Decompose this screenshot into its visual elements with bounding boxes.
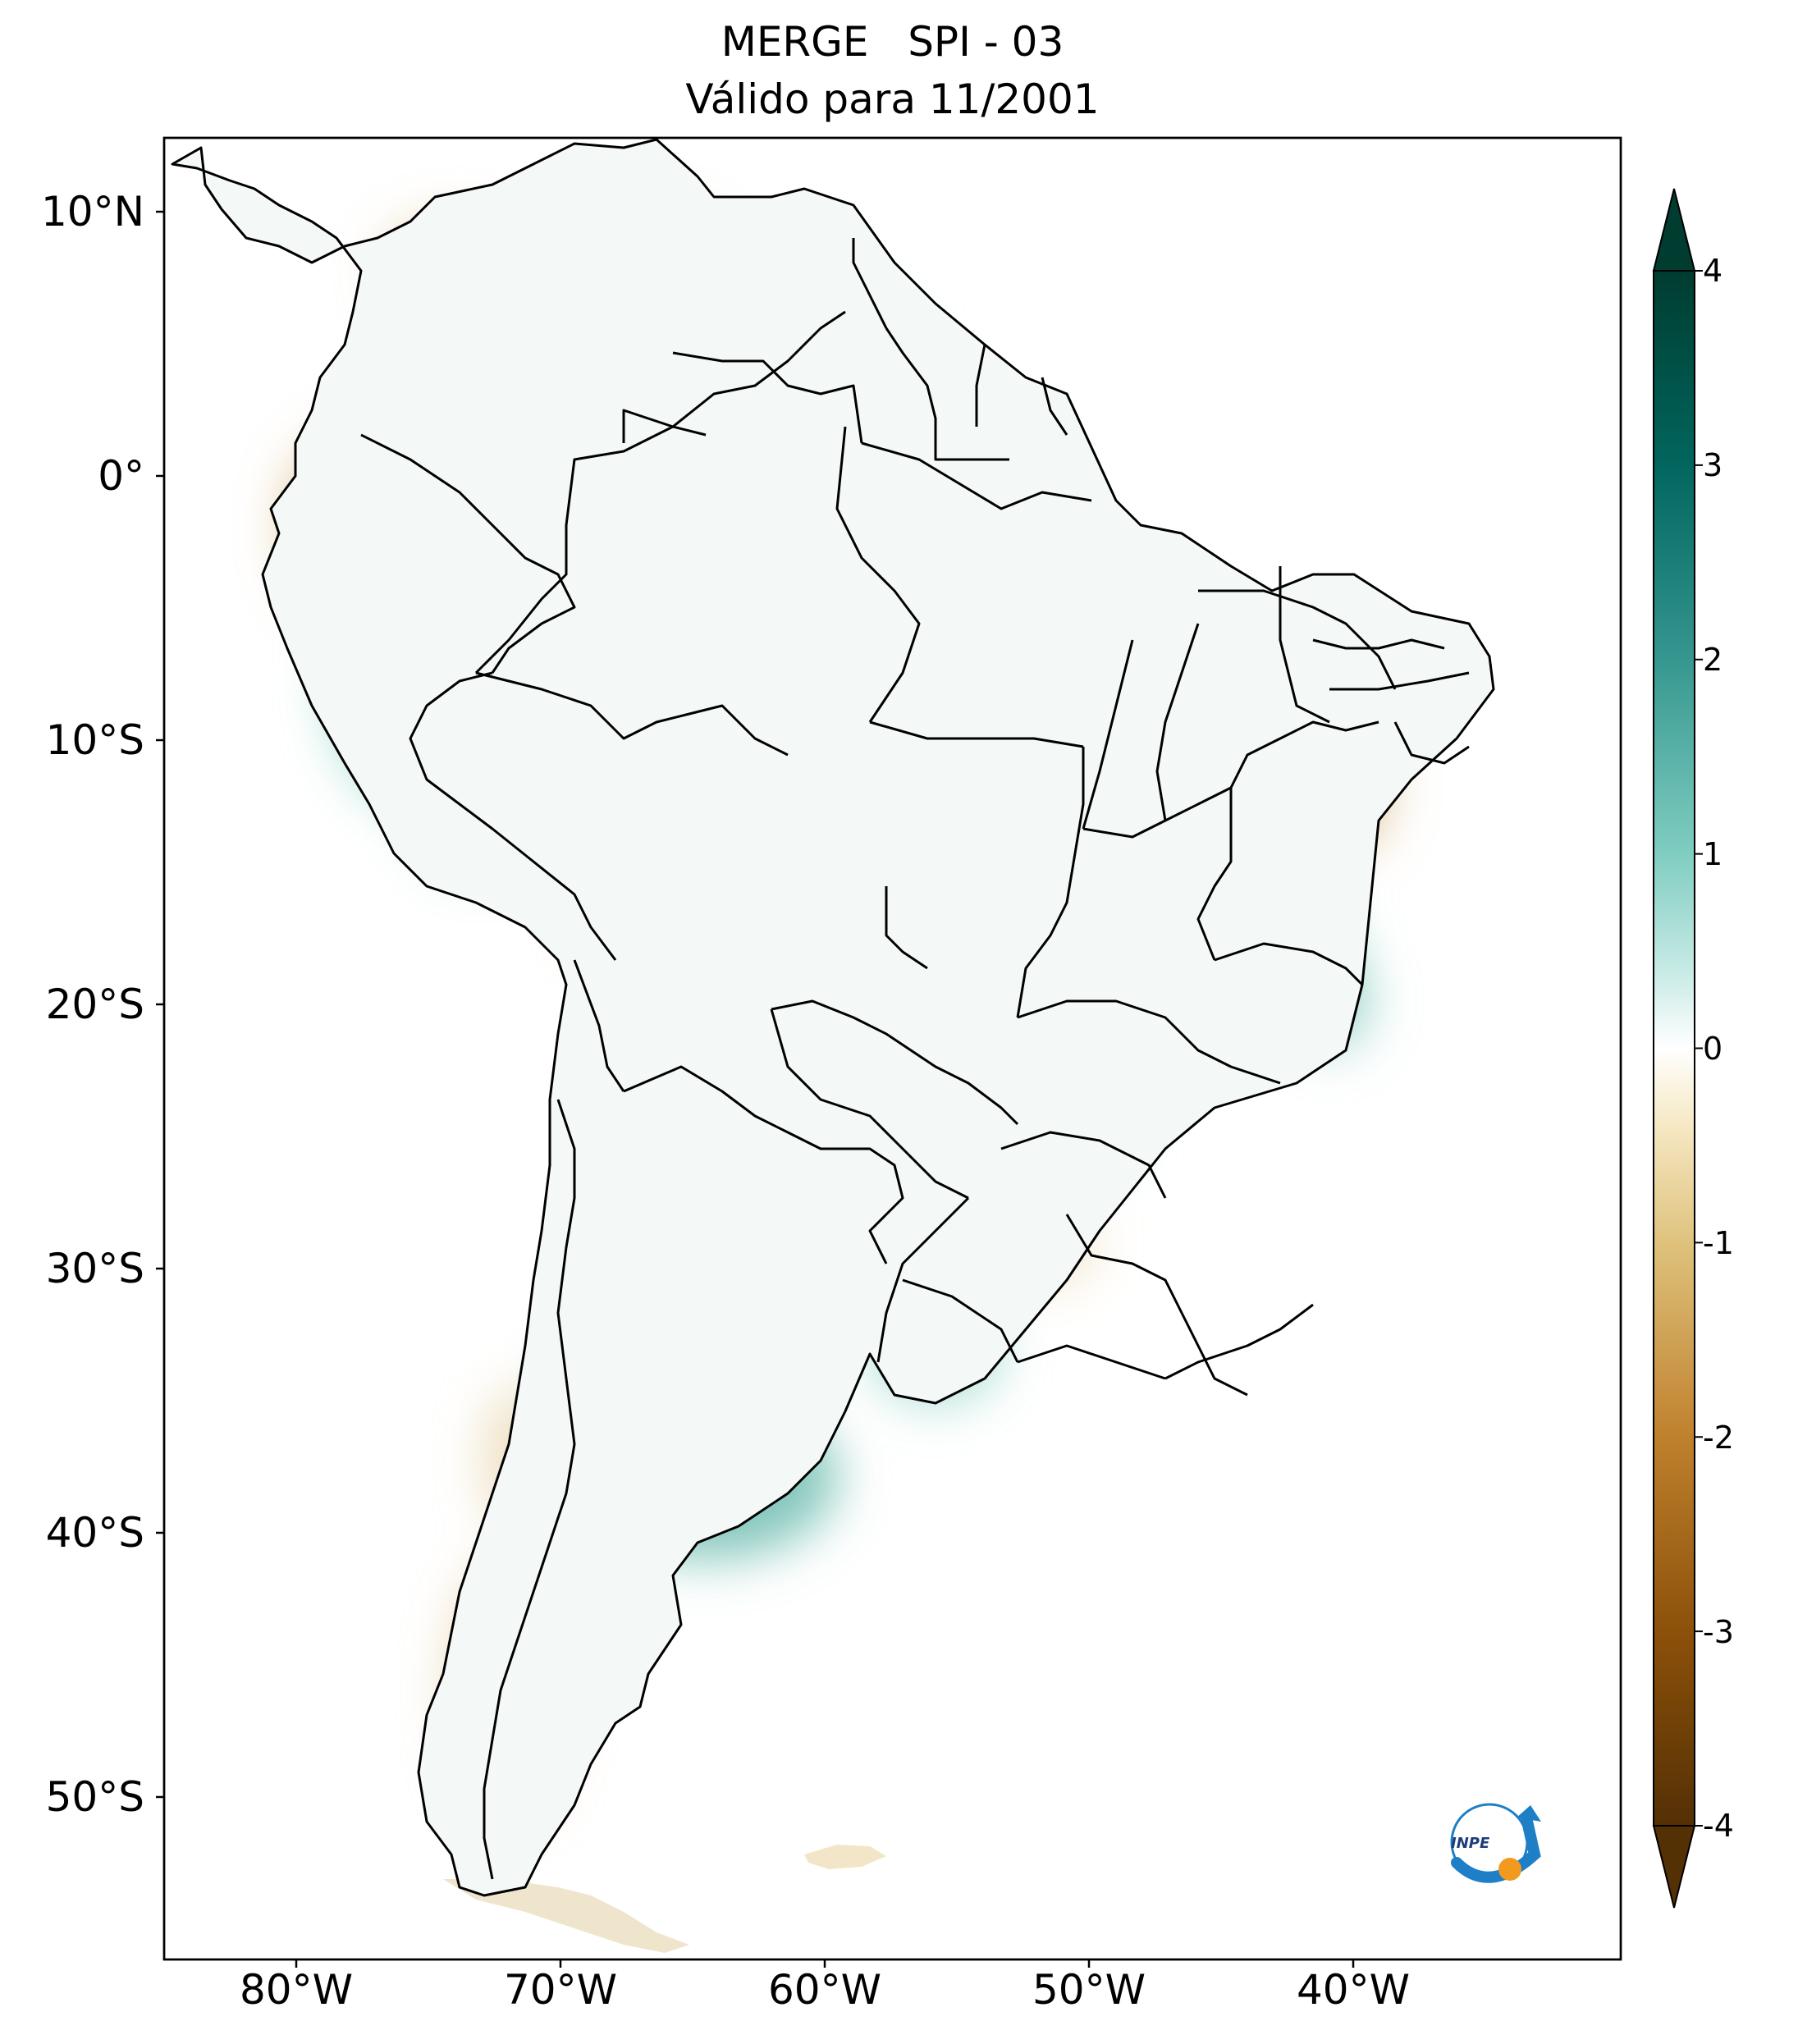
lat-label-40s: 40°S	[45, 1509, 144, 1557]
lon-label-40w: 40°W	[1296, 1966, 1411, 2014]
colorbar-tick-label: 1	[1703, 836, 1723, 872]
colorbar-tick-label: 4	[1703, 253, 1723, 289]
lon-label-50w: 50°W	[1032, 1966, 1146, 2014]
lat-label-10n: 10°N	[40, 188, 144, 235]
lat-label-10s: 10°S	[45, 716, 144, 764]
lat-ticks	[156, 210, 164, 1799]
spi-field	[171, 138, 1495, 1953]
lon-label-70w: 70°W	[503, 1966, 618, 2014]
colorbar-tick-label: -2	[1703, 1420, 1734, 1456]
colorbar-tick-label: -1	[1703, 1225, 1734, 1261]
colorbar-tick-label: 3	[1703, 447, 1723, 483]
colorbar-extend-top	[1652, 188, 1696, 272]
lat-label-30s: 30°S	[45, 1245, 144, 1292]
lat-label-50s: 50°S	[45, 1773, 144, 1821]
lon-label-80w: 80°W	[239, 1966, 354, 2014]
inpe-logo-text: INPE	[1451, 1835, 1490, 1852]
map-subtitle: Válido para 11/2001	[685, 75, 1100, 123]
lon-label-60w: 60°W	[767, 1966, 882, 2014]
colorbar-tick-label: 0	[1703, 1031, 1723, 1067]
map-title: MERGE SPI - 03	[721, 18, 1064, 66]
borders	[171, 138, 1495, 1897]
colorbar-bar	[1653, 270, 1695, 1827]
lat-label-20s: 20°S	[45, 981, 144, 1028]
lat-label-0: 0°	[98, 452, 144, 500]
colorbar	[1652, 188, 1703, 1909]
colorbar-tick-label: -3	[1703, 1614, 1734, 1650]
inpe-logo: INPE	[1450, 1803, 1541, 1883]
colorbar-tick-label: -4	[1703, 1808, 1734, 1844]
lon-ticks	[295, 1959, 1355, 1968]
colorbar-extend-bottom	[1652, 1825, 1696, 1909]
colorbar-tick-label: 2	[1703, 642, 1723, 678]
